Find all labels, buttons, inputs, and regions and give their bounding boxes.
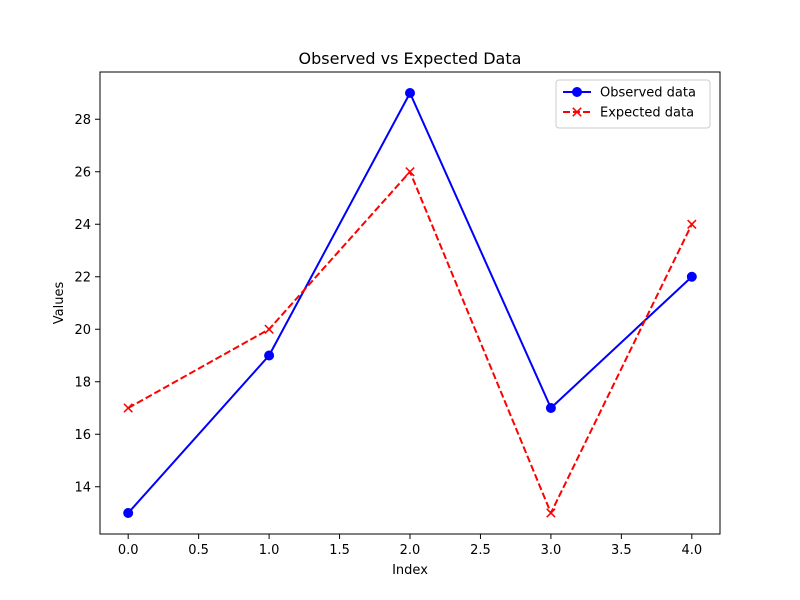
data-point: [264, 324, 274, 334]
data-point: [687, 219, 697, 229]
y-tick-label: 26: [74, 165, 91, 180]
data-point: [123, 403, 133, 413]
data-point: [405, 167, 415, 177]
legend-marker: [572, 87, 582, 97]
y-axis-label: Values: [52, 282, 67, 325]
x-tick-label: 3.5: [611, 543, 632, 558]
chart-title: Observed vs Expected Data: [299, 49, 522, 68]
data-point: [545, 403, 556, 413]
legend-entry: Observed data: [563, 86, 696, 101]
x-tick-label: 0.0: [118, 543, 139, 558]
legend-label: Observed data: [600, 86, 696, 101]
legend-box: [555, 79, 711, 129]
x-tick-label: 0.5: [188, 543, 209, 558]
y-tick-label: 14: [74, 480, 91, 495]
x-tick-label: 2.0: [400, 543, 421, 558]
x-tick-label: 1.0: [259, 543, 280, 558]
data-point: [686, 271, 697, 282]
data-point: [546, 508, 556, 518]
data-point: [405, 88, 415, 98]
series-1: [123, 167, 697, 518]
data-point: [264, 350, 275, 361]
data-point: [123, 508, 134, 518]
y-tick-label: 22: [74, 270, 91, 285]
x-tick-label: 3.0: [541, 543, 562, 558]
series-0: [123, 88, 697, 518]
legend-entry: Expected data: [563, 106, 694, 121]
y-axis: 14 16 18 20 22 24 26 28: [74, 113, 100, 495]
series-layer: [123, 88, 697, 518]
x-tick-label: 1.5: [329, 543, 350, 558]
x-axis-label: Index: [392, 563, 428, 578]
x-axis: 0.0 0.5 1.0 1.5 2.0 2.5 3.0 3.5 4.0: [118, 534, 702, 558]
legend-label: Expected data: [600, 106, 694, 121]
y-tick-label: 16: [74, 428, 91, 443]
y-tick-label: 18: [74, 375, 91, 390]
legend-marker: [572, 107, 582, 117]
y-tick-label: 20: [74, 323, 91, 338]
y-tick-label: 24: [74, 218, 91, 233]
y-tick-label: 28: [74, 113, 91, 128]
legend: Observed data Expected data: [555, 79, 711, 129]
x-tick-label: 4.0: [681, 543, 702, 558]
x-tick-label: 2.5: [470, 543, 491, 558]
